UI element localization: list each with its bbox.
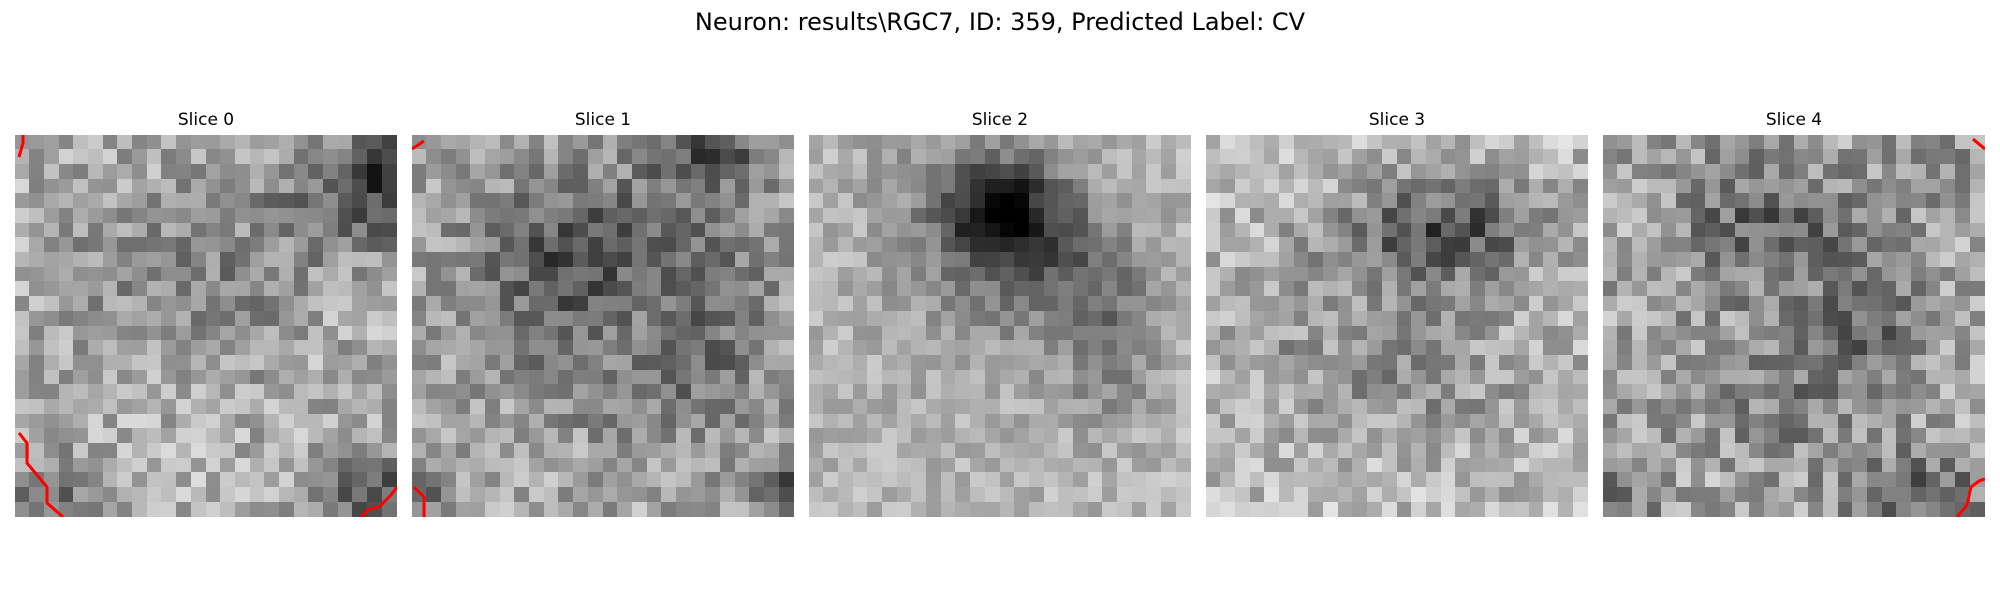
- slice-title-4: Slice 4: [1765, 110, 1823, 130]
- slice-title-0: Slice 0: [177, 110, 235, 130]
- slice-image-4: [1603, 135, 1985, 517]
- slice-image-2: [809, 135, 1191, 517]
- figure-title: Neuron: results\RGC7, ID: 359, Predicted…: [694, 8, 1306, 36]
- slice-panel-4: Slice 4: [1603, 108, 1985, 517]
- slice-title-2: Slice 2: [971, 110, 1029, 130]
- slice-panel-3: Slice 3: [1206, 108, 1588, 517]
- slice-panel-1: Slice 1: [412, 108, 794, 517]
- slice-image-1: [412, 135, 794, 517]
- slice-title-1: Slice 1: [574, 110, 632, 130]
- slice-title-3: Slice 3: [1368, 110, 1426, 130]
- slice-image-3: [1206, 135, 1588, 517]
- slice-image-0: [15, 135, 397, 517]
- slice-panel-2: Slice 2: [809, 108, 1191, 517]
- slice-panel-0: Slice 0: [15, 108, 397, 517]
